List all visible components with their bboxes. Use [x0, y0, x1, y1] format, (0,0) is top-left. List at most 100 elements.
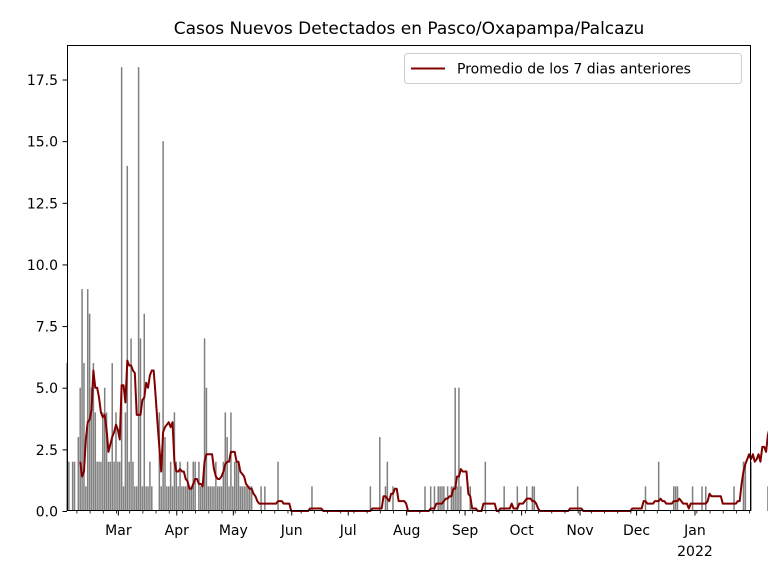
bar — [239, 486, 242, 511]
bar — [166, 486, 168, 511]
bar — [81, 289, 83, 511]
y-tick-label: 17.5 — [27, 73, 58, 89]
x-tick-label: Jul — [339, 523, 357, 539]
bar — [433, 486, 436, 511]
bar — [386, 461, 389, 511]
x-tick-label: Dec — [623, 523, 650, 539]
legend: Promedio de los 7 dias anteriores — [404, 53, 742, 84]
bar — [205, 387, 208, 511]
bar — [83, 363, 85, 511]
bar — [260, 486, 262, 511]
line-series — [79, 359, 768, 512]
bar — [151, 486, 153, 511]
bar — [86, 289, 89, 511]
bar — [143, 313, 146, 511]
bar — [139, 338, 142, 511]
bar — [117, 461, 119, 511]
bar — [215, 461, 217, 511]
bar — [102, 412, 104, 511]
bar — [132, 461, 134, 511]
x-tick-label: May — [219, 523, 248, 539]
bar — [92, 363, 95, 511]
bar — [213, 486, 215, 511]
legend-box — [404, 53, 742, 84]
y-axis: 0.0 2.5 5.0 7.5 10.0 12.5 15.0 17.5 — [27, 73, 67, 521]
bar — [220, 486, 223, 511]
bar — [179, 461, 181, 511]
bar — [186, 461, 189, 511]
bar — [384, 486, 387, 511]
bar — [224, 412, 227, 511]
bar — [149, 461, 151, 511]
bar — [232, 486, 234, 511]
bar — [141, 486, 144, 511]
bar — [218, 486, 221, 511]
bar — [392, 486, 394, 511]
bar — [443, 486, 445, 511]
bar — [103, 387, 106, 511]
bar — [228, 486, 230, 511]
legend-label: Promedio de los 7 dias anteriores — [457, 62, 691, 78]
bar — [750, 461, 752, 511]
bar — [135, 486, 138, 511]
bar — [105, 412, 108, 511]
bar — [158, 412, 161, 511]
bar — [201, 486, 204, 511]
bar — [676, 486, 679, 511]
bar — [147, 486, 149, 511]
bar — [437, 486, 439, 511]
x-tick-label: Oct — [510, 523, 535, 539]
bar — [576, 486, 579, 511]
bar — [128, 461, 130, 511]
bar — [94, 412, 97, 511]
bar — [454, 387, 456, 511]
bar — [109, 461, 112, 511]
bar — [744, 461, 747, 511]
bar — [184, 486, 187, 511]
bar — [657, 461, 660, 511]
x-axis: Mar Apr May Jun Jul Aug Sep Oct Nov Dec Jan 2022 — [76, 511, 751, 560]
bar — [424, 486, 426, 511]
bar — [533, 486, 536, 511]
bar — [209, 486, 211, 511]
bar-series — [66, 67, 768, 511]
bar — [73, 461, 76, 511]
bar — [96, 461, 98, 511]
bar — [200, 486, 202, 511]
bar — [742, 461, 745, 511]
y-tick-label: 15.0 — [27, 135, 58, 151]
bar — [216, 486, 219, 511]
x-tick-sublabel: 2022 — [677, 544, 713, 560]
bar — [452, 486, 455, 511]
x-tick-label: Jan — [683, 523, 706, 539]
bar — [250, 486, 253, 511]
y-tick-label: 2.5 — [36, 443, 58, 459]
bar — [207, 486, 210, 511]
bar — [237, 461, 240, 511]
bar — [450, 486, 453, 511]
x-tick-label: Nov — [566, 523, 593, 539]
bar — [701, 486, 703, 511]
bar — [190, 486, 193, 511]
bar — [277, 461, 279, 511]
x-tick-label: Aug — [393, 523, 420, 539]
bar — [145, 486, 147, 511]
bar — [126, 165, 129, 511]
bar — [503, 486, 505, 511]
bar — [369, 486, 372, 511]
bar — [177, 486, 179, 511]
bar — [188, 486, 191, 511]
bar — [249, 486, 251, 511]
bar — [130, 338, 132, 511]
bar — [71, 461, 74, 511]
bar — [100, 461, 102, 511]
bar — [98, 461, 100, 511]
bar — [168, 486, 170, 511]
bar — [458, 387, 460, 511]
bar — [171, 486, 174, 511]
bar — [230, 412, 232, 511]
bar — [90, 387, 93, 511]
bar — [243, 486, 245, 511]
bar — [241, 486, 243, 511]
